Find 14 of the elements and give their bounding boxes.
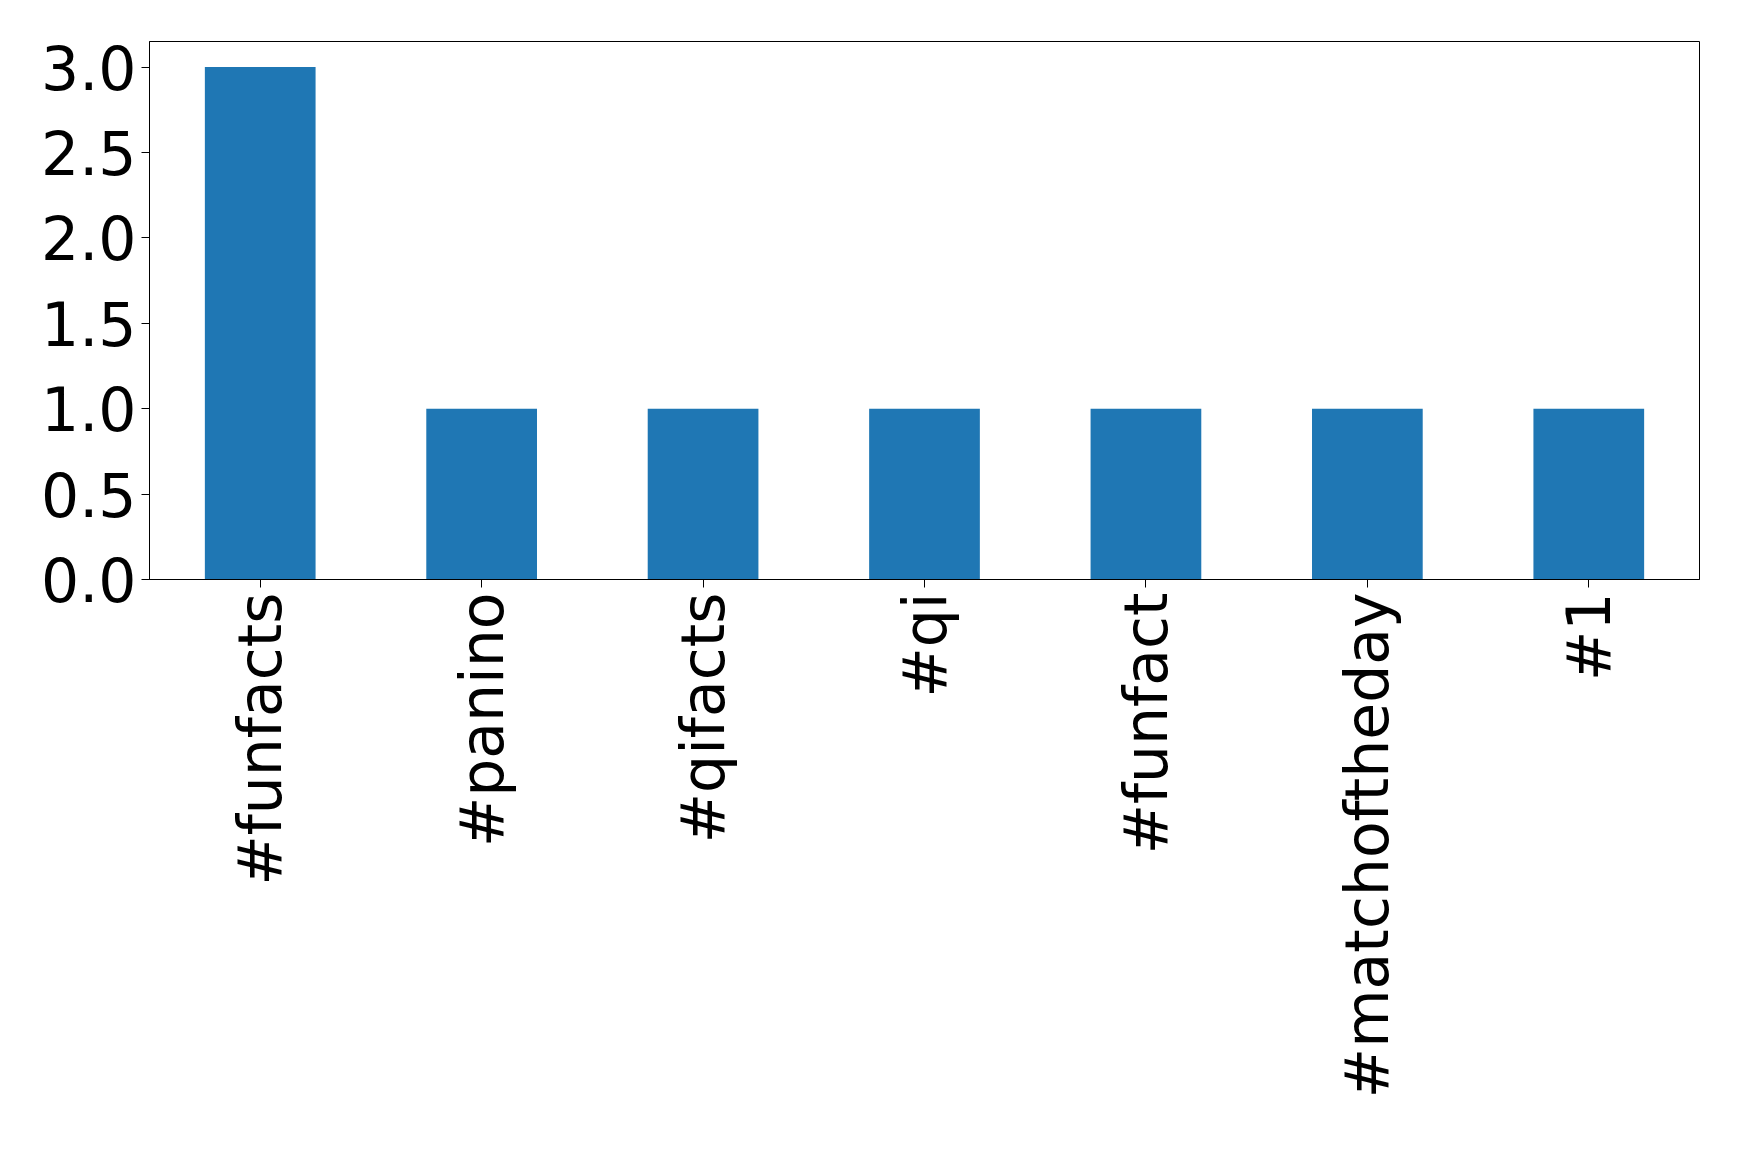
x-tick-label: #1 [1553, 592, 1624, 681]
x-tick-label: #panino [446, 592, 517, 848]
y-tick-label: 2.5 [41, 119, 137, 190]
x-tick-label: #qifacts [668, 592, 739, 844]
y-tick-label: 1.0 [41, 375, 137, 446]
x-tick-label: #funfacts [225, 592, 296, 886]
y-tick-label: 0.5 [41, 460, 137, 531]
x-tick-label: #qi [889, 592, 960, 698]
x-tick-label: #matchoftheday [1332, 592, 1403, 1099]
y-tick-label: 1.5 [41, 289, 137, 360]
x-tick-label: #funfact [1110, 592, 1181, 855]
y-tick-label: 3.0 [41, 33, 137, 104]
y-tick-label: 2.0 [41, 204, 137, 275]
y-tick-label: 0.0 [41, 546, 137, 616]
